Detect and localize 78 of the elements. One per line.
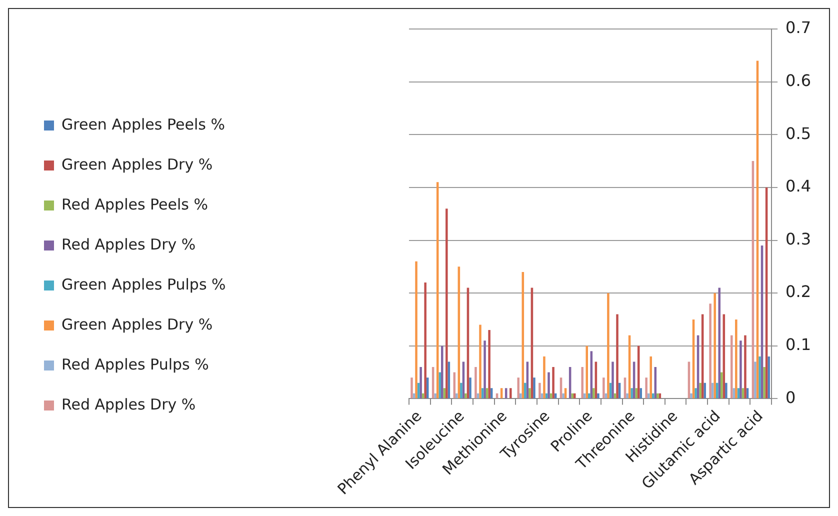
legend-label: Green Apples Dry % — [62, 155, 213, 174]
bar — [474, 367, 477, 398]
bar — [645, 378, 648, 398]
y-tick-label: 0.6 — [786, 70, 812, 90]
legend-label: Green Apples Peels % — [62, 115, 225, 134]
bar — [607, 293, 610, 398]
bar — [438, 372, 441, 398]
bar — [704, 382, 706, 398]
bar — [571, 393, 574, 398]
bar — [735, 319, 738, 398]
legend-label: Red Apples Pulps % — [62, 355, 209, 374]
bar — [538, 382, 541, 398]
bar — [446, 208, 448, 398]
legend-label: Green Apples Pulps % — [62, 275, 226, 294]
bar — [548, 372, 550, 398]
y-tick-label: 0.4 — [786, 176, 812, 196]
bar — [709, 304, 712, 398]
bar — [699, 382, 702, 398]
y-tick-label: 0.2 — [786, 282, 812, 302]
bar — [528, 388, 531, 398]
bar — [597, 393, 600, 398]
bar — [464, 393, 467, 398]
bar — [517, 378, 520, 398]
bar — [754, 362, 756, 398]
bar — [718, 288, 721, 398]
legend-label: Green Apples Dry % — [62, 315, 213, 334]
bar — [410, 378, 413, 398]
bar — [758, 356, 761, 398]
bar — [714, 293, 716, 398]
bar — [650, 356, 652, 398]
bar — [488, 330, 490, 398]
bar — [656, 393, 659, 398]
bar — [652, 393, 654, 398]
y-tick-label: 0 — [786, 388, 796, 407]
bar — [744, 335, 746, 398]
bar — [581, 367, 584, 398]
bar — [694, 388, 697, 398]
bar — [586, 346, 588, 398]
y-tick-label: 0.7 — [786, 18, 812, 38]
bar — [616, 314, 618, 398]
bar — [460, 382, 462, 398]
bar — [763, 367, 766, 398]
y-tick-label: 0.1 — [786, 335, 812, 354]
bar — [543, 356, 546, 398]
bar — [484, 340, 486, 398]
bar — [520, 393, 522, 398]
bar — [630, 388, 633, 398]
bar — [635, 388, 638, 398]
bar — [612, 362, 614, 398]
bar — [690, 393, 692, 398]
bar — [720, 372, 723, 398]
legend-label: Red Apples Peels % — [62, 195, 208, 214]
bar — [626, 393, 628, 398]
legend-label: Red Apples Dry % — [62, 395, 196, 414]
bar — [725, 382, 728, 398]
bar — [424, 282, 426, 398]
bar — [440, 346, 444, 398]
bar — [456, 393, 458, 398]
bar — [469, 378, 472, 398]
bar — [533, 378, 536, 398]
y-tick-label: 0.5 — [786, 124, 812, 143]
bar — [479, 324, 482, 398]
bar — [730, 335, 733, 398]
legend-label: Red Apples Dry % — [62, 235, 196, 254]
bar — [562, 393, 564, 398]
bar — [602, 378, 605, 398]
bar — [740, 340, 742, 398]
bar — [420, 367, 422, 398]
bar — [524, 382, 526, 398]
bar — [415, 261, 418, 398]
bar — [434, 393, 436, 398]
bar — [588, 393, 590, 398]
bar — [640, 388, 642, 398]
y-tick-label: 0.3 — [786, 229, 812, 248]
bar — [552, 367, 554, 398]
bar — [768, 356, 770, 398]
bar — [592, 388, 595, 398]
bar — [510, 388, 512, 398]
